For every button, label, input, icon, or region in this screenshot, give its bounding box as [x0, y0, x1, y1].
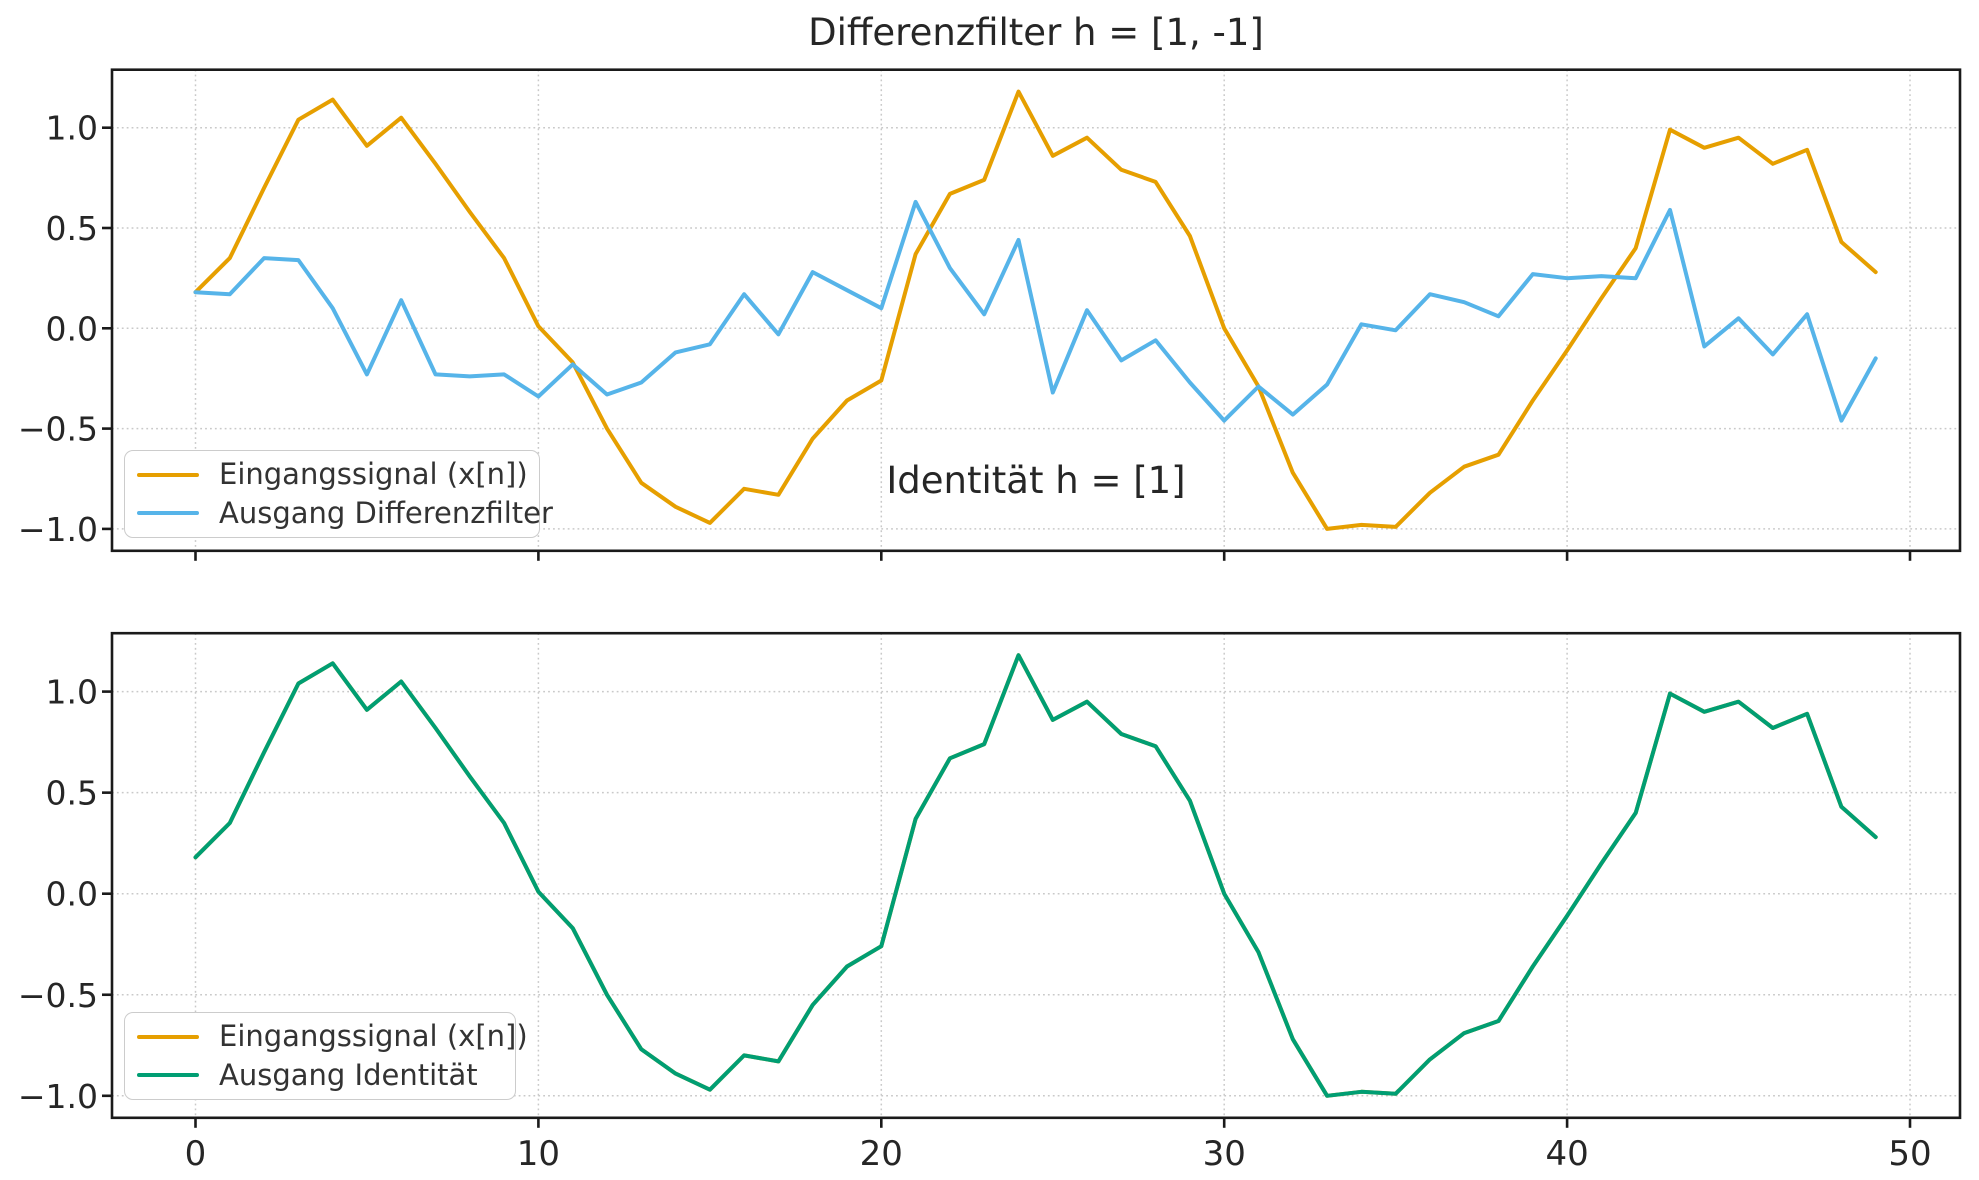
input-line-sample: [137, 472, 199, 478]
top-grid: [112, 69, 1960, 551]
x-tick-label: 10: [517, 1134, 560, 1174]
legend-row-input: Eingangssignal (x[n]): [125, 1022, 528, 1051]
legend-label-input: Eingangssignal (x[n]): [219, 457, 528, 492]
top-ticks: [102, 126, 1912, 561]
y-tick-label: −1.0: [18, 510, 98, 549]
y-tick-label: 0.5: [46, 774, 98, 813]
y-tick-label: −0.5: [18, 976, 98, 1015]
y-tick-label: 1.0: [46, 673, 98, 712]
y-tick-label: 0.0: [46, 309, 98, 348]
y-tick-label: 0.0: [46, 875, 98, 914]
legend-row-identity-output: Ausgang Identität: [125, 1057, 515, 1092]
legend-label-input: Eingangssignal (x[n]): [219, 1019, 528, 1054]
legend-row-diff-output: Ausgang Differenzfilter: [125, 498, 553, 528]
y-tick-label: −0.5: [18, 410, 98, 449]
x-tick-label: 20: [860, 1134, 903, 1174]
input-line-sample: [137, 1034, 199, 1040]
x-tick-label: 50: [1888, 1134, 1931, 1174]
chart-title-identitaet: Identität h = [1]: [886, 459, 1186, 502]
top-plot: 1.0 0.5 0.0 −0.5 −1.0: [18, 68, 1962, 561]
bottom-grid: [112, 633, 1960, 1118]
bottom-ticks: [102, 690, 1912, 1128]
x-tick-label: 40: [1545, 1134, 1588, 1174]
bottom-spines: [110, 631, 1962, 1120]
legend-bottom: Eingangssignal (x[n]) Ausgang Identität: [124, 1012, 528, 1100]
legend-row-input: Eingangssignal (x[n]): [125, 460, 539, 489]
y-tick-label: −1.0: [18, 1077, 98, 1116]
legend-label-identity-output: Ausgang Identität: [219, 1057, 478, 1092]
y-tick-label: 1.0: [46, 109, 98, 148]
legend-top: Eingangssignal (x[n]) Ausgang Differenzf…: [124, 450, 553, 538]
top-series-line-1: [193, 199, 1878, 423]
diff-output-line-sample: [137, 510, 199, 516]
y-tick-label: 0.5: [46, 209, 98, 248]
bottom-series-line-1: [193, 653, 1878, 1098]
x-tick-label: 0: [185, 1134, 207, 1174]
top-spines: [110, 68, 1962, 553]
identity-output-line-sample: [137, 1072, 199, 1078]
top-series-line-0: [193, 89, 1878, 531]
bottom-plot: 1.0 0.5 0.0 −0.5 −1.0 0 10 20 30 40 50: [18, 631, 1962, 1174]
x-tick-label: 30: [1203, 1134, 1246, 1174]
legend-label-diff-output: Ausgang Differenzfilter: [219, 495, 553, 530]
chart-title-differenzfilter: Differenzfilter h = [1, -1]: [808, 11, 1264, 54]
